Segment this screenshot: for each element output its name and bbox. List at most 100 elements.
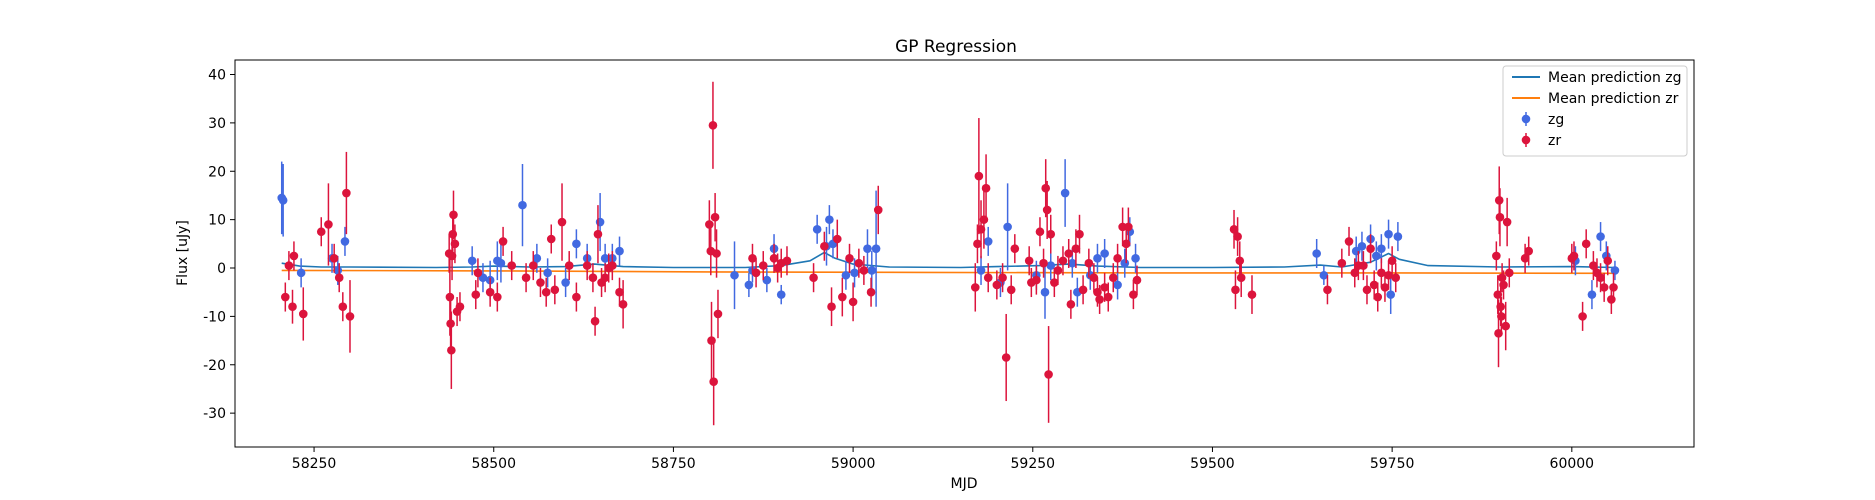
series-zr	[281, 81, 1618, 426]
legend-marker-swatch	[1521, 114, 1531, 124]
data-point	[572, 292, 581, 302]
data-point	[593, 229, 603, 239]
data-point	[707, 336, 716, 345]
x-tick-label: 58750	[651, 456, 696, 472]
x-tick-label: 58500	[471, 456, 516, 472]
data-point	[1393, 232, 1403, 241]
data-point	[758, 261, 768, 270]
data-point	[1093, 287, 1102, 297]
data-point	[1231, 285, 1240, 295]
data-point	[541, 287, 551, 297]
data-point	[345, 312, 355, 321]
data-point	[289, 251, 299, 261]
data-point	[1569, 251, 1579, 261]
data-point	[493, 292, 502, 302]
data-point	[528, 261, 538, 270]
data-point	[550, 285, 560, 295]
data-point	[1369, 280, 1379, 290]
y-tick-label: -10	[203, 309, 226, 325]
data-point	[471, 290, 481, 299]
data-point	[288, 302, 297, 312]
legend-label: Mean prediction zr	[1548, 91, 1679, 107]
data-point	[873, 205, 883, 215]
data-point	[751, 268, 761, 278]
data-point	[748, 254, 757, 263]
data-point	[1587, 290, 1597, 299]
data-point	[450, 239, 460, 249]
data-point	[867, 266, 877, 275]
legend-label: zr	[1548, 133, 1561, 149]
data-point	[1596, 273, 1605, 282]
y-axis: -30 -20 -10 0 10 20 30 40	[203, 68, 235, 422]
data-point	[498, 237, 508, 246]
data-point	[776, 290, 786, 299]
data-point	[1001, 353, 1011, 362]
x-tick-label: 60000	[1550, 456, 1595, 472]
data-point	[1377, 268, 1386, 278]
data-point	[334, 273, 344, 282]
data-point	[1010, 244, 1020, 253]
data-point	[1058, 256, 1068, 266]
data-point	[572, 239, 581, 249]
data-point	[1495, 212, 1505, 222]
data-point	[983, 237, 993, 246]
data-point	[1050, 278, 1059, 287]
data-point	[850, 268, 859, 278]
data-point	[340, 237, 350, 246]
data-point	[820, 241, 829, 251]
data-point	[1039, 258, 1048, 268]
data-point	[1089, 273, 1099, 282]
data-point	[588, 273, 598, 282]
data-point	[1041, 183, 1051, 193]
data-point	[536, 278, 545, 287]
legend-label: Mean prediction zg	[1548, 70, 1682, 86]
data-point	[278, 195, 288, 205]
y-tick-label: -20	[203, 358, 226, 374]
data-point	[1100, 249, 1109, 258]
legend-label: zg	[1548, 112, 1564, 128]
data-point	[1064, 249, 1074, 258]
data-point	[782, 256, 792, 266]
data-point	[324, 220, 333, 229]
data-point	[1066, 299, 1076, 309]
data-point	[1235, 256, 1245, 266]
data-point	[1042, 205, 1052, 215]
data-point	[1319, 270, 1329, 280]
data-point	[1236, 273, 1246, 282]
data-point	[1380, 283, 1390, 292]
data-point	[1504, 268, 1514, 278]
data-point	[769, 254, 779, 263]
data-point	[518, 200, 527, 210]
x-axis-label: MJD	[951, 476, 978, 492]
data-point	[1312, 249, 1321, 258]
data-point	[496, 258, 506, 268]
data-point	[744, 280, 754, 290]
data-point	[342, 188, 351, 198]
data-point	[1071, 244, 1081, 253]
data-point	[473, 268, 483, 278]
data-point	[1359, 261, 1368, 270]
data-point	[1384, 229, 1393, 239]
data-point	[1384, 270, 1393, 280]
data-point	[1499, 280, 1508, 290]
data-point	[970, 283, 980, 292]
data-point	[338, 302, 348, 312]
data-points-layer	[277, 81, 1620, 426]
data-point	[1006, 285, 1016, 295]
data-point	[600, 273, 610, 282]
data-point	[979, 215, 989, 224]
data-point	[1003, 222, 1012, 232]
data-point	[1229, 225, 1239, 234]
data-point	[1610, 266, 1620, 275]
x-tick-label: 59000	[831, 456, 876, 472]
data-point	[825, 215, 834, 224]
data-point	[848, 297, 858, 307]
y-tick-label: -30	[203, 406, 226, 422]
data-point	[981, 183, 991, 193]
data-point	[557, 217, 567, 227]
data-point	[1040, 287, 1050, 297]
data-point	[712, 249, 721, 258]
data-point	[859, 266, 869, 275]
data-point	[974, 171, 984, 181]
